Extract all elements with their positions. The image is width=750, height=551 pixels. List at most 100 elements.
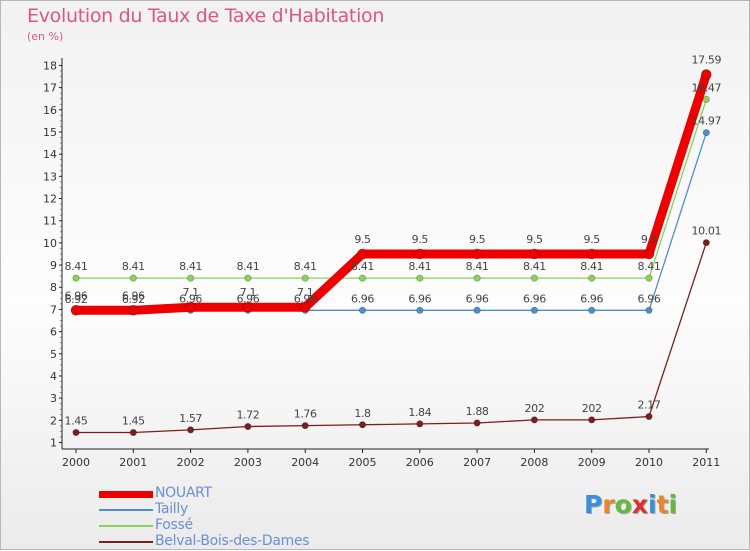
- y-tick-label: 2: [50, 414, 57, 427]
- data-label-fosse: 8.41: [294, 260, 317, 273]
- data-point-nouart: [586, 248, 598, 260]
- series-line-fosse: [76, 99, 707, 279]
- logo-letter: P: [584, 490, 603, 519]
- data-label-tailly: 6.96: [351, 292, 374, 305]
- data-label-fosse: 8.41: [580, 260, 603, 273]
- data-label-nouart: 7.1: [240, 286, 256, 299]
- data-point-belval-bois-des-dames: [129, 429, 137, 437]
- y-tick-label: 15: [43, 126, 57, 139]
- data-point-nouart: [299, 301, 311, 313]
- data-point-tailly: [473, 306, 481, 314]
- series-lines: [70, 69, 712, 437]
- data-label-fosse: 8.41: [408, 260, 431, 273]
- data-label-belval-bois-des-dames: 1.76: [294, 408, 317, 421]
- data-label-nouart: 9.5: [641, 233, 658, 246]
- legend-label-nouart: NOUART: [155, 485, 212, 501]
- data-label-tailly: 6.96: [523, 292, 546, 305]
- data-label-nouart: 9.5: [469, 233, 486, 246]
- data-label-tailly: 6.96: [179, 292, 202, 305]
- y-tick-label: 8: [50, 281, 57, 294]
- data-label-fosse: 8.41: [523, 260, 546, 273]
- data-label-tailly: 6.96: [638, 292, 661, 305]
- data-point-fosse: [244, 274, 252, 282]
- data-labels: 1.45 1.45 1.57 1.72 1.76 1.8 1.84 1.88 202 202 2.1…: [65, 54, 722, 428]
- data-point-fosse: [645, 274, 653, 282]
- data-label-fosse: 8.41: [122, 260, 145, 273]
- data-label-tailly: 6.96: [408, 292, 431, 305]
- data-point-nouart: [357, 248, 368, 260]
- data-label-tailly: 6.92: [65, 293, 88, 306]
- x-tick-label: 2007: [463, 456, 491, 469]
- data-point-belval-bois-des-dames: [358, 421, 366, 429]
- data-label-fosse: 8.41: [236, 260, 259, 273]
- data-label-belval-bois-des-dames: 1.57: [179, 412, 202, 425]
- data-label-belval-bois-des-dames: 10.01: [692, 225, 722, 238]
- data-point-fosse: [301, 274, 309, 282]
- data-point-tailly: [702, 129, 710, 137]
- data-point-nouart: [414, 248, 426, 260]
- x-tick-label: 2008: [520, 456, 548, 469]
- data-label-nouart: 9.5: [584, 233, 601, 246]
- y-tick-label: 9: [50, 259, 57, 272]
- data-label-nouart: 7.1: [182, 286, 198, 299]
- data-point-tailly: [530, 306, 538, 314]
- x-tick-label: 2003: [234, 456, 262, 469]
- y-tick-label: 6: [50, 326, 57, 339]
- data-point-belval-bois-des-dames: [588, 416, 596, 424]
- legend-swatch-nouart: [99, 491, 153, 498]
- data-point-nouart: [643, 248, 655, 260]
- data-point-tailly: [358, 306, 366, 314]
- data-label-fosse: 8.41: [179, 260, 202, 273]
- data-point-fosse: [72, 274, 80, 282]
- data-point-fosse: [473, 274, 481, 282]
- logo-letter: i: [668, 490, 678, 519]
- y-tick-label: 16: [43, 104, 57, 117]
- data-point-belval-bois-des-dames: [301, 422, 309, 430]
- y-tick-label: 18: [43, 59, 57, 72]
- data-point-belval-bois-des-dames: [473, 419, 481, 427]
- data-label-nouart: 7.1: [297, 286, 313, 299]
- data-label-tailly: 6.96: [466, 292, 489, 305]
- data-label-nouart: 9.5: [354, 233, 371, 246]
- logo-letter: o: [614, 490, 632, 519]
- proxiti-logo: Proxiti: [584, 490, 677, 519]
- data-label-belval-bois-des-dames: 202: [525, 402, 545, 415]
- data-label-belval-bois-des-dames: 1.88: [466, 405, 489, 418]
- data-label-belval-bois-des-dames: 1.84: [408, 406, 431, 419]
- y-tick-label: 12: [43, 193, 57, 206]
- legend-swatch-fosse: [99, 525, 153, 527]
- y-tick-label: 4: [50, 370, 57, 383]
- y-tick-label: 3: [50, 392, 57, 405]
- data-label-fosse: 8.41: [638, 260, 661, 273]
- data-label-nouart: 6.96: [122, 289, 145, 302]
- y-tick-label: 1: [50, 437, 57, 450]
- data-label-fosse: 8.41: [351, 260, 374, 273]
- data-label-tailly: 14.97: [692, 115, 722, 128]
- logo-letter: i: [648, 490, 657, 519]
- data-point-belval-bois-des-dames: [187, 426, 195, 434]
- data-label-tailly: 6.92: [122, 293, 145, 306]
- data-point-nouart: [471, 248, 483, 260]
- y-tick-label: 13: [43, 170, 57, 183]
- data-point-fosse: [530, 274, 538, 282]
- y-tick-label: 14: [43, 148, 57, 161]
- x-tick-label: 2004: [291, 456, 319, 469]
- x-tick-label: 2009: [578, 456, 606, 469]
- data-point-nouart: [529, 248, 540, 260]
- legend-label-fosse: Fossé: [155, 517, 193, 533]
- x-tick-label: 2006: [406, 456, 434, 469]
- data-label-tailly: 6.96: [580, 292, 603, 305]
- data-point-belval-bois-des-dames: [645, 413, 653, 421]
- data-point-nouart: [700, 69, 712, 80]
- x-tick-label: 2001: [119, 456, 147, 469]
- data-point-fosse: [702, 95, 710, 103]
- data-label-belval-bois-des-dames: 1.72: [236, 409, 259, 422]
- data-point-belval-bois-des-dames: [244, 423, 252, 431]
- data-point-tailly: [645, 306, 653, 314]
- data-point-fosse: [588, 274, 596, 282]
- y-tick-label: 7: [50, 303, 57, 316]
- data-point-tailly: [416, 306, 424, 314]
- data-label-belval-bois-des-dames: 1.45: [65, 415, 88, 428]
